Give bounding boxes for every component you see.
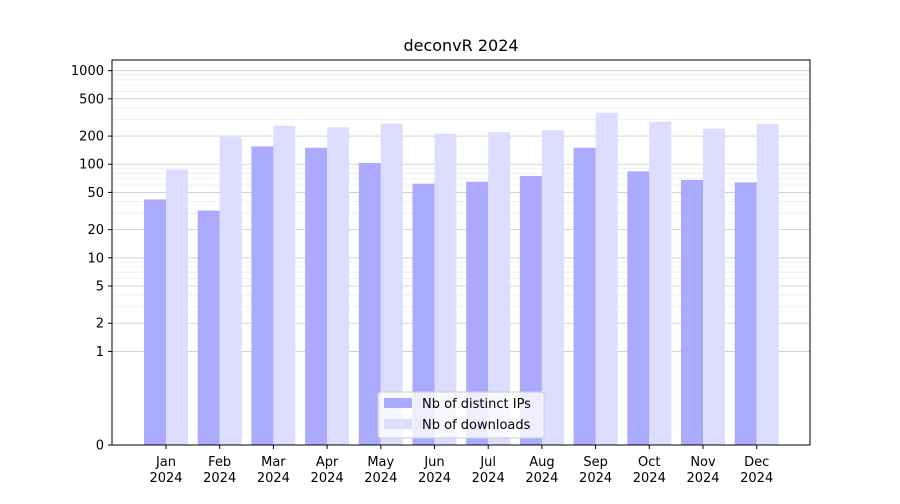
bar-downloads (541, 130, 564, 446)
legend-frame (377, 391, 545, 439)
bar-downloads (595, 112, 618, 445)
y-tick-label: 200 (79, 130, 104, 145)
x-tick-label: Jun 2024 (418, 455, 451, 486)
bar-distinct-ips (251, 146, 274, 446)
y-tick-label: 100 (79, 158, 104, 173)
x-axis: Jan 2024 Feb 2024 Mar 2024 Apr 2024 May 2024 Jun 20… (149, 445, 773, 486)
bar-distinct-ips (734, 182, 757, 445)
y-tick-label: 20 (87, 223, 104, 238)
bar-downloads (273, 125, 296, 445)
x-tick-label: Feb 2024 (203, 455, 236, 486)
x-tick-label: Oct 2024 (633, 455, 666, 486)
legend: Nb of distinct IPs Nb of downloads (377, 391, 545, 439)
x-tick-label: Nov 2024 (686, 455, 719, 486)
bar-downloads (380, 123, 403, 445)
y-axis: 0 1 2 5 10 20 50 100 200 500 1000 (71, 64, 112, 454)
bar-distinct-ips (197, 210, 220, 445)
y-tick-label: 2 (96, 317, 104, 332)
bar-downloads (649, 121, 672, 446)
bar-downloads (219, 137, 242, 445)
legend-swatch-distinct-ips (384, 398, 412, 408)
y-tick-label: 500 (79, 92, 104, 107)
legend-label-downloads: Nb of downloads (422, 418, 531, 433)
x-tick-label: Sep 2024 (579, 455, 612, 486)
bar-distinct-ips (466, 181, 489, 446)
y-tick-label: 1 (96, 345, 104, 360)
bars (144, 112, 779, 446)
x-tick-label: Jul 2024 (472, 455, 505, 486)
legend-swatch-downloads (384, 419, 412, 429)
y-tick-label: 5 (96, 280, 104, 295)
x-tick-label: Dec 2024 (740, 455, 773, 486)
bar-distinct-ips (358, 163, 381, 445)
bar-downloads (327, 127, 350, 445)
plot-frame (111, 59, 811, 446)
x-tick-label: May 2024 (364, 455, 397, 486)
bar-distinct-ips (144, 199, 166, 445)
bar-downloads (166, 169, 188, 446)
bar-downloads (434, 133, 457, 446)
legend-label-distinct-ips: Nb of distinct IPs (422, 397, 531, 412)
bar-distinct-ips (573, 147, 596, 445)
x-tick-label: Aug 2024 (525, 455, 558, 486)
bar-distinct-ips (412, 183, 435, 445)
x-tick-label: Mar 2024 (257, 455, 290, 486)
chart-title: deconvR 2024 (403, 36, 518, 55)
bar-downloads (703, 128, 725, 445)
bar-distinct-ips (519, 175, 542, 445)
y-tick-label: 0 (96, 439, 104, 454)
y-tick-label: 50 (87, 186, 104, 201)
x-tick-label: Apr 2024 (311, 455, 344, 486)
x-tick-label: Jan 2024 (149, 455, 182, 486)
bar-distinct-ips (305, 147, 328, 445)
bar-distinct-ips (681, 179, 703, 445)
y-tick-label: 1000 (71, 64, 104, 79)
bar-distinct-ips (627, 171, 650, 445)
y-tick-label: 10 (87, 251, 104, 266)
bar-downloads (488, 132, 511, 445)
bar-downloads (756, 123, 779, 445)
